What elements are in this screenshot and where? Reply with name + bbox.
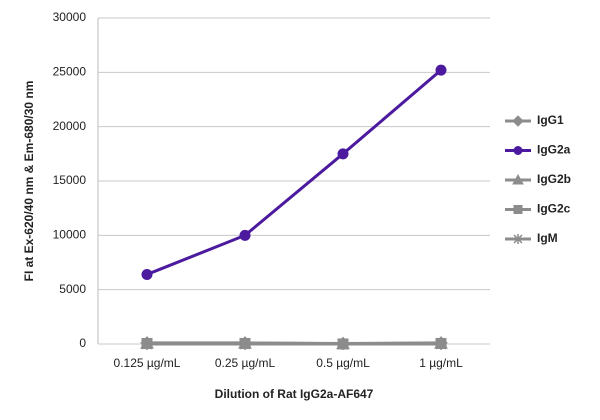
y-tick-label: 25000 (53, 65, 87, 79)
marker (337, 148, 349, 160)
x-axis-title: Dilution of Rat IgG2a-AF647 (215, 387, 374, 401)
y-tick-label: 0 (79, 336, 86, 350)
legend-marker (513, 234, 523, 244)
legend-marker (513, 205, 523, 214)
marker (435, 64, 447, 76)
y-tick-label: 30000 (53, 10, 87, 24)
legend-marker (513, 146, 523, 155)
legend-text: IgG2b (537, 172, 571, 186)
legend-marker (512, 115, 524, 127)
legend-text: IgG2c (537, 202, 571, 216)
x-tick-label: 0.125 µg/mL (114, 356, 181, 370)
y-axis-title: FI at Ex-620/40 nm & Em-680/30 nm (22, 81, 36, 282)
y-tick-label: 5000 (59, 282, 86, 296)
marker (141, 338, 153, 350)
marker (141, 268, 153, 280)
legend-text: IgG1 (537, 113, 564, 127)
legend-text: IgG2a (537, 143, 571, 157)
x-tick-label: 1 µg/mL (419, 356, 463, 370)
series-line (146, 69, 442, 276)
legend-text: IgM (537, 231, 558, 245)
marker (435, 338, 447, 350)
marker (337, 338, 349, 350)
legend-marker (512, 173, 524, 185)
y-tick-label: 15000 (53, 173, 87, 187)
x-tick-label: 0.5 µg/mL (316, 356, 370, 370)
y-tick-label: 10000 (53, 228, 87, 242)
marker (239, 229, 251, 241)
x-tick-label: 0.25 µg/mL (215, 356, 276, 370)
y-tick-label: 20000 (53, 119, 87, 133)
marker (239, 338, 251, 350)
